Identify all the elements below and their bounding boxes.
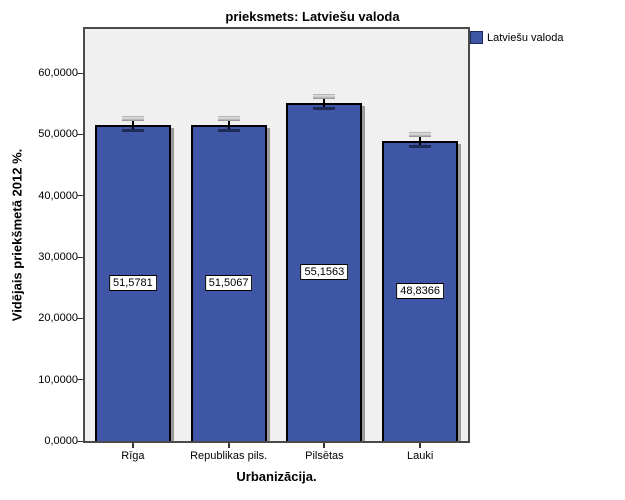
legend-label: Latviešu valoda [487, 31, 564, 44]
bar-value-label: 55,1563 [300, 263, 349, 280]
x-category-label: Lauki [406, 450, 434, 462]
y-tick-label: 20,0000 [38, 312, 78, 325]
x-category-label: Republikas pils. [190, 450, 268, 462]
y-tick-mark [77, 256, 83, 258]
y-tick-mark [77, 317, 83, 319]
y-axis-title: Vidējais priekšmetā 2012 %. [9, 148, 25, 322]
error-bar-line [227, 116, 230, 133]
x-tick-mark [323, 443, 326, 448]
y-tick-mark [77, 195, 83, 197]
y-tick-label: 60,0000 [38, 67, 78, 79]
legend: Latviešu valoda [470, 31, 563, 44]
legend-color-swatch [470, 31, 483, 44]
y-tick-label: 40,0000 [38, 189, 78, 202]
error-bar-top-cap [409, 132, 432, 138]
error-bar-bottom-cap [409, 145, 432, 149]
error-bar-top-cap [121, 115, 144, 121]
error-bar-line [131, 115, 134, 132]
error-bar-top-cap [217, 116, 240, 122]
x-axis-title: Urbanizācija. [236, 469, 317, 484]
y-tick-label: 10,0000 [38, 373, 78, 386]
error-bar-line [419, 132, 422, 149]
error-bar-top-cap [313, 93, 336, 99]
x-category-label: Rīga [121, 450, 145, 462]
chart-title: prieksmets: Latviešu valoda [225, 9, 400, 24]
y-tick-label: 50,0000 [38, 128, 78, 141]
y-tick-mark [77, 72, 83, 74]
y-tick-label: 30,0000 [38, 251, 78, 263]
y-tick-mark [77, 379, 83, 381]
y-tick-mark [77, 133, 83, 135]
y-tick-mark [77, 440, 83, 442]
y-tick-label: 0,0000 [44, 435, 78, 447]
x-tick-mark [419, 443, 422, 448]
x-tick-mark [227, 443, 230, 448]
bar-value-label: 51,5781 [108, 274, 157, 291]
error-bar-bottom-cap [217, 129, 240, 133]
bar-value-label: 51,5067 [204, 275, 253, 292]
error-bar-line [323, 93, 326, 110]
x-category-label: Pilsētas [305, 450, 344, 462]
plot-area: 51,5781 51,5067 55,1563 48,8366 [83, 27, 470, 443]
error-bar-bottom-cap [121, 128, 144, 132]
bar-value-label: 48,8366 [396, 283, 445, 300]
error-bar-bottom-cap [313, 106, 336, 110]
x-tick-mark [131, 443, 134, 448]
